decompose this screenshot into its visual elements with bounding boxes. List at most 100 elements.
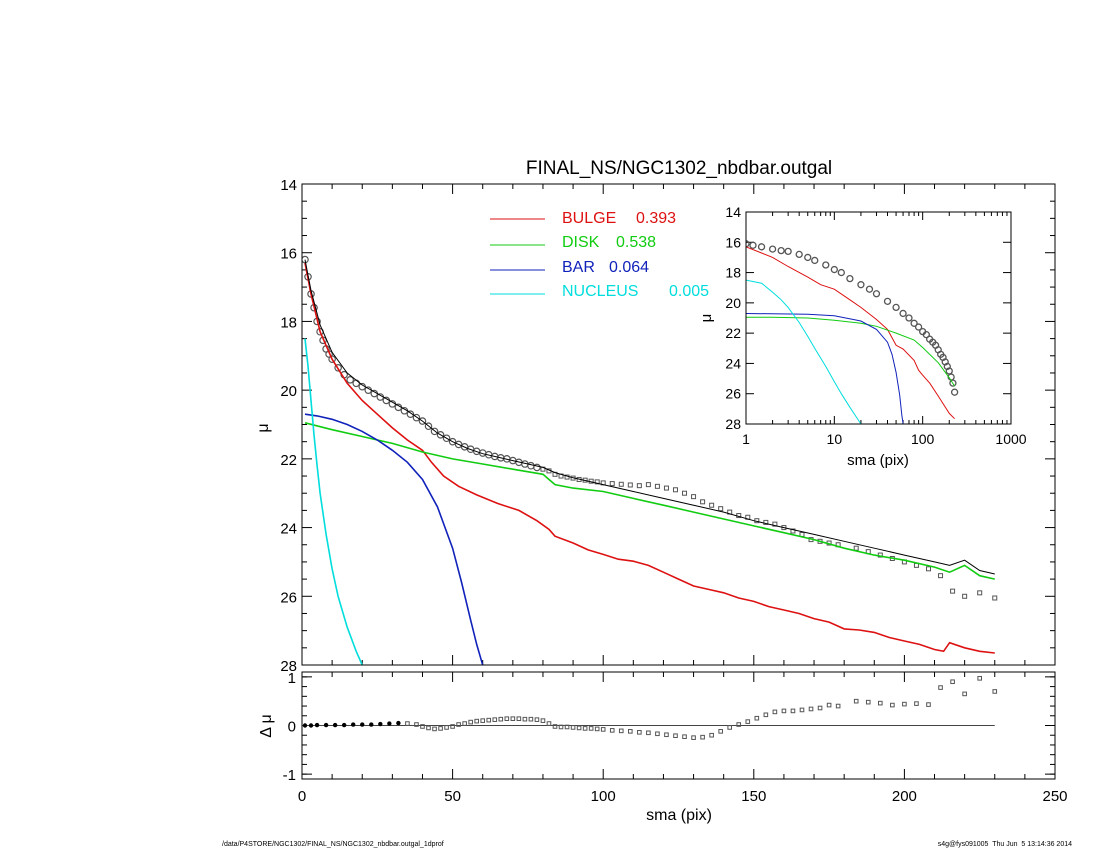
inset-ylabel: μ	[698, 314, 715, 323]
inset-plot: 14 16 18 20 22 24 26 281 10 100 1000 μ sma (pix)	[698, 204, 1027, 469]
inset-ytick-label: 18	[725, 265, 741, 281]
residual-point	[582, 726, 588, 731]
observed-point	[645, 482, 651, 488]
observed-point	[962, 593, 968, 599]
inset-observed-point	[830, 265, 838, 274]
inset-observed-point	[865, 285, 874, 293]
observed-point	[691, 494, 697, 500]
inset-ytick-label: 28	[725, 416, 741, 432]
observed-point	[853, 545, 859, 551]
observed-point	[533, 463, 541, 472]
residual-point	[438, 726, 443, 731]
inset-observed-point	[749, 241, 757, 249]
residual-point	[736, 722, 742, 727]
residual-frame	[301, 671, 1056, 780]
inset-observed-profile	[746, 240, 959, 396]
model-lines	[304, 259, 995, 665]
series-line-bar	[304, 413, 484, 665]
series-line-disk	[304, 422, 995, 580]
residual-point	[546, 721, 552, 726]
residual-point	[853, 698, 859, 704]
inset-background	[746, 212, 1011, 424]
residual-points	[302, 676, 998, 740]
observed-point	[352, 379, 361, 388]
main-plot: 14 16 18 20 22 24 26 28 μ	[255, 177, 1056, 675]
main-ytick-label: 24	[280, 521, 297, 538]
inset-ytick-label: 22	[725, 325, 741, 341]
residual-point	[865, 699, 871, 705]
observed-point	[442, 434, 451, 443]
residual-point	[628, 729, 633, 734]
residual-point	[664, 732, 669, 738]
residual-point	[618, 728, 624, 734]
residual-xtick-label: 100	[591, 788, 616, 805]
residual-point	[570, 725, 576, 730]
inset-series-line-bar	[746, 313, 904, 424]
residual-point	[450, 724, 455, 729]
residual-point	[878, 700, 883, 706]
main-series	[302, 255, 998, 665]
inset-observed-point	[922, 331, 930, 339]
observed-point	[682, 490, 688, 496]
observed-point	[790, 528, 796, 534]
residual-point	[492, 717, 498, 722]
residual-point	[510, 716, 516, 721]
residual-point	[992, 689, 998, 694]
main-ylabel: μ	[255, 423, 272, 432]
residual-axes: 10-10 50 100 150 200 250	[283, 670, 1068, 805]
residual-point	[600, 727, 606, 732]
observed-point	[448, 437, 457, 446]
residual-point	[817, 705, 823, 711]
residual-point	[682, 734, 687, 739]
residual-ytick-label: 1	[288, 670, 296, 687]
residual-point	[835, 703, 841, 709]
observed-point	[663, 485, 669, 491]
legend-nucleus-value: 0.005	[669, 283, 709, 300]
main-ytick-label: 16	[280, 246, 297, 263]
observed-point	[430, 427, 439, 436]
inset-observed-point	[899, 309, 907, 318]
residual-point	[540, 718, 546, 723]
residual-point	[709, 732, 714, 738]
residual-point	[914, 701, 919, 706]
residual-point	[673, 733, 678, 739]
residual-point	[902, 701, 907, 707]
inset-observed-point	[746, 240, 750, 248]
residual-point	[351, 722, 356, 727]
residual-point	[938, 685, 943, 690]
residual-point	[890, 702, 895, 708]
inset-observed-point	[872, 290, 881, 298]
inset-observed-point	[837, 268, 845, 277]
inset-observed-point	[949, 379, 957, 387]
residual-point	[781, 708, 787, 714]
residual-point	[745, 719, 751, 724]
residual-point	[414, 722, 419, 727]
inset-observed-point	[846, 274, 854, 283]
chart-title: FINAL_NS/NGC1302_nbdbar.outgal	[526, 158, 832, 179]
legend-bulge-name: BULGE	[562, 210, 616, 227]
inset-observed-point	[892, 303, 900, 312]
residual-point	[405, 721, 410, 726]
residual-point	[360, 722, 365, 727]
observed-point	[302, 255, 309, 264]
residual-point	[609, 728, 615, 733]
inset-observed-point	[883, 297, 892, 305]
residual-point	[826, 702, 832, 708]
residual-point	[962, 691, 967, 697]
residual-point	[926, 702, 931, 707]
residual-point	[588, 726, 594, 731]
residual-point	[808, 706, 814, 712]
inset-series-line-nucleus	[746, 279, 862, 424]
residual-point	[308, 723, 314, 728]
residual-point	[462, 721, 467, 726]
residual-xtick-label: 200	[892, 788, 917, 805]
residual-point	[323, 722, 329, 728]
inset-observed-point	[950, 388, 959, 396]
observed-point	[636, 483, 642, 489]
observed-point	[527, 461, 535, 470]
inset-ytick-label: 24	[725, 355, 741, 371]
observed-point	[654, 483, 660, 489]
residual-ytick-label: -1	[283, 767, 296, 784]
inset-observed-point	[905, 314, 913, 322]
inset-series-line-bulge	[746, 246, 955, 420]
